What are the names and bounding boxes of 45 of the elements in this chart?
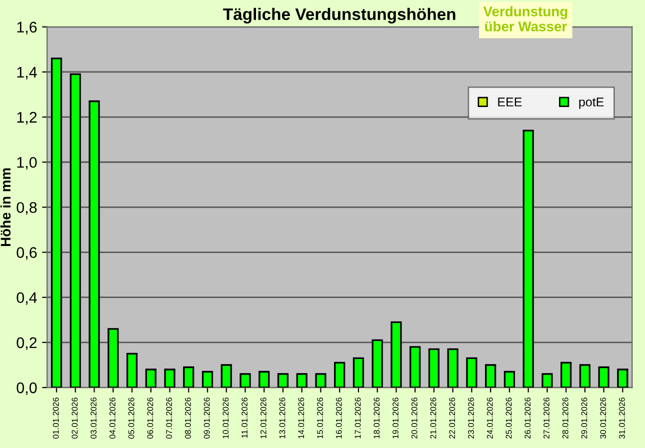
y-tick-label: 0,4	[16, 292, 37, 305]
x-tick-label: 14.01.2026	[298, 398, 304, 438]
y-axis-title: Höhe in mm	[0, 168, 11, 246]
y-tick-label: 1,6	[17, 22, 37, 34]
x-tick-label: 08.01.2026	[184, 398, 191, 439]
x-tick-label: 09.01.2026	[204, 398, 210, 439]
x-tick-label: 06.01.2026	[147, 398, 154, 439]
x-tick-label: 21.01.2026	[430, 398, 436, 439]
x-tick-label: 31.01.2026	[619, 398, 625, 439]
y-tick-label: 1,0	[17, 156, 37, 170]
x-tick-label: 19.01.2026	[392, 398, 398, 438]
legend-label: potE	[579, 98, 604, 109]
x-tick-label: 04.01.2026	[109, 398, 116, 439]
x-tick-label: 27.01.2026	[544, 398, 550, 439]
x-tick-label: 07.01.2026	[166, 398, 172, 439]
x-tick-label: 03.01.2026	[90, 398, 96, 439]
x-tick-label: 15.01.2026	[317, 398, 323, 438]
annotation: Verdunstung über Wasser	[483, 6, 568, 32]
y-tick-label: 0,2	[16, 337, 37, 350]
x-tick-label: 05.01.2026	[128, 398, 134, 439]
x-tick-label: 11.01.2026	[242, 398, 248, 438]
y-tick-label: 0,6	[16, 247, 37, 260]
x-tick-label: 26.01.2026	[524, 398, 531, 439]
x-tick-label: 18.01.2026	[374, 398, 380, 438]
y-tick-label: 1,4	[17, 66, 37, 80]
x-tick-label: 01.01.2026	[52, 398, 59, 439]
x-tick-label: 20.01.2026	[411, 398, 418, 439]
x-tick-label: 10.01.2026	[222, 398, 229, 438]
y-tick-label: 0,8	[16, 202, 37, 215]
x-tick-label: 23.01.2026	[468, 398, 474, 439]
x-tick-label: 12.01.2026	[260, 398, 266, 438]
x-tick-label: 29.01.2026	[581, 398, 588, 439]
x-tick-label: 24.01.2026	[486, 398, 493, 439]
legend-label: EEE	[498, 98, 522, 106]
x-tick-label: 30.01.2026	[600, 398, 606, 439]
x-tick-label: 13.01.2026	[279, 398, 286, 438]
x-tick-label: 17.01.2026	[354, 398, 361, 438]
chart-title: Tägliche Verdunstungshöhen	[223, 8, 456, 24]
y-tick-label: 0,0	[16, 382, 37, 396]
x-tick-label: 16.01.2026	[336, 398, 342, 438]
x-tick-label: 02.01.2026	[72, 398, 78, 439]
x-tick-label: 25.01.2026	[506, 398, 512, 439]
x-tick-label: 28.01.2026	[562, 398, 568, 439]
x-tick-label: 22.01.2026	[449, 398, 456, 439]
y-tick-label: 1,2	[17, 112, 37, 125]
